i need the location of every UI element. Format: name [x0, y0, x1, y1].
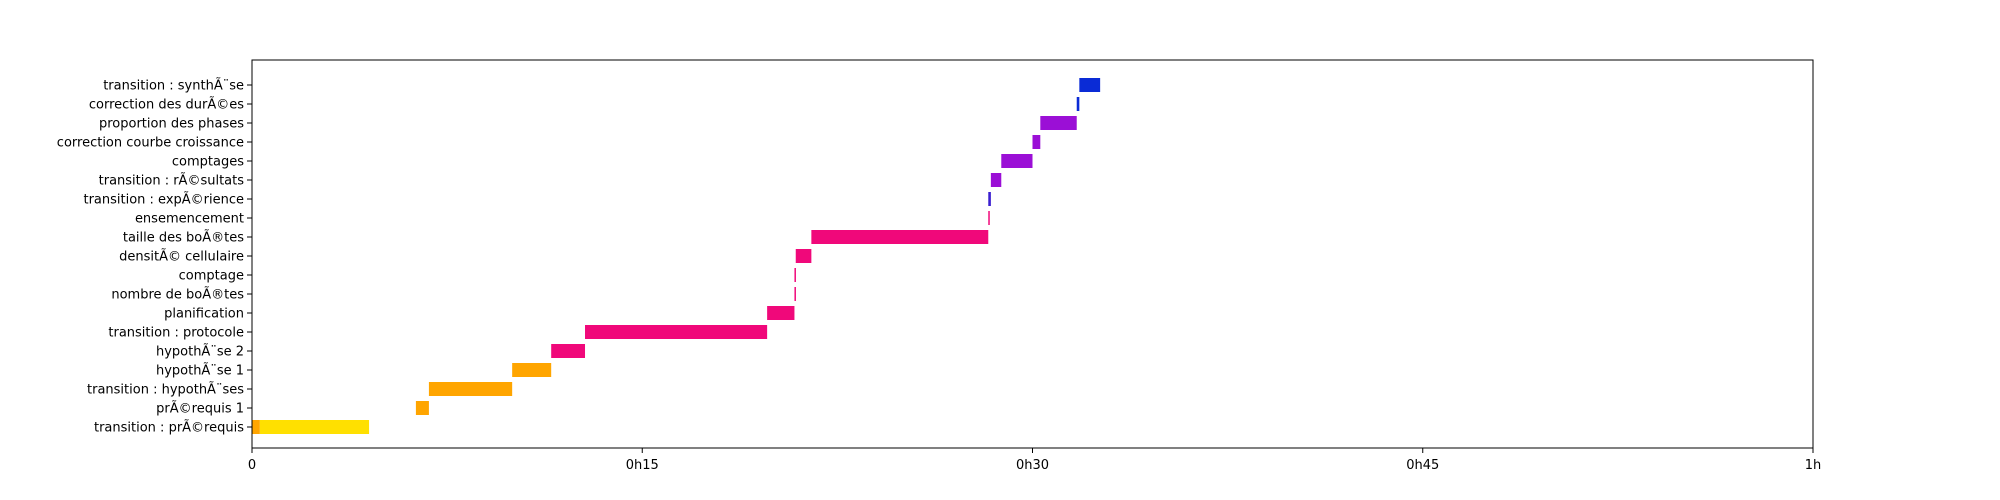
y-tick-label: nombre de boÃ®tes — [111, 287, 244, 303]
task-bar — [1001, 154, 1033, 168]
y-tick-label: hypothÃ¨se 1 — [156, 363, 244, 379]
task-bar — [551, 344, 586, 358]
task-bar — [767, 306, 795, 320]
y-tick-label: correction courbe croissance — [57, 136, 244, 151]
task-bar — [585, 325, 768, 339]
y-tick-label: prÃ©requis 1 — [156, 401, 244, 417]
x-tick-label: 0 — [248, 458, 256, 473]
y-tick-label: transition : hypothÃ¨ses — [87, 382, 244, 398]
y-tick-label: transition : expÃ©rience — [83, 192, 244, 208]
y-tick-label: densitÃ© cellulaire — [119, 249, 244, 265]
y-tick-label: ensemencement — [135, 212, 244, 227]
x-tick-label: 1h — [1805, 458, 1822, 473]
task-bar — [259, 420, 370, 434]
x-tick-label: 0h45 — [1406, 458, 1439, 473]
x-tick-label: 0h15 — [626, 458, 659, 473]
task-bar — [811, 230, 989, 244]
task-bar — [794, 268, 796, 282]
x-axis: 0 0h15 0h30 0h45 1h — [248, 448, 1821, 473]
task-bar — [428, 382, 513, 396]
task-bar — [1032, 135, 1041, 149]
y-tick-label: comptage — [179, 269, 244, 284]
y-tick-label: transition : prÃ©requis — [94, 420, 244, 436]
task-bar — [415, 401, 429, 415]
bars-layer — [252, 78, 1101, 434]
y-axis: transition : synthÃ¨se correction des dur… — [57, 78, 252, 436]
y-tick-label: transition : rÃ©sultats — [99, 173, 245, 189]
y-tick-label: comptages — [172, 155, 244, 170]
task-bar — [1040, 116, 1077, 130]
task-bar — [1079, 78, 1101, 92]
task-bar — [512, 363, 552, 377]
y-tick-label: hypothÃ¨se 2 — [156, 344, 244, 360]
task-bar — [794, 287, 796, 301]
y-tick-label: planification — [164, 307, 244, 322]
task-bar-segment — [252, 420, 260, 434]
task-bar — [1076, 97, 1080, 111]
y-tick-label: proportion des phases — [99, 117, 244, 132]
task-bar — [795, 249, 812, 263]
task-bar — [988, 192, 991, 206]
y-tick-label: correction des durÃ©es — [89, 97, 244, 113]
task-bar — [988, 211, 990, 225]
x-tick-label: 0h30 — [1016, 458, 1049, 473]
task-bar — [990, 173, 1002, 187]
y-tick-label: transition : protocole — [108, 326, 244, 341]
y-tick-label: taille des boÃ®tes — [123, 230, 244, 246]
y-tick-label: transition : synthÃ¨se — [103, 78, 244, 94]
